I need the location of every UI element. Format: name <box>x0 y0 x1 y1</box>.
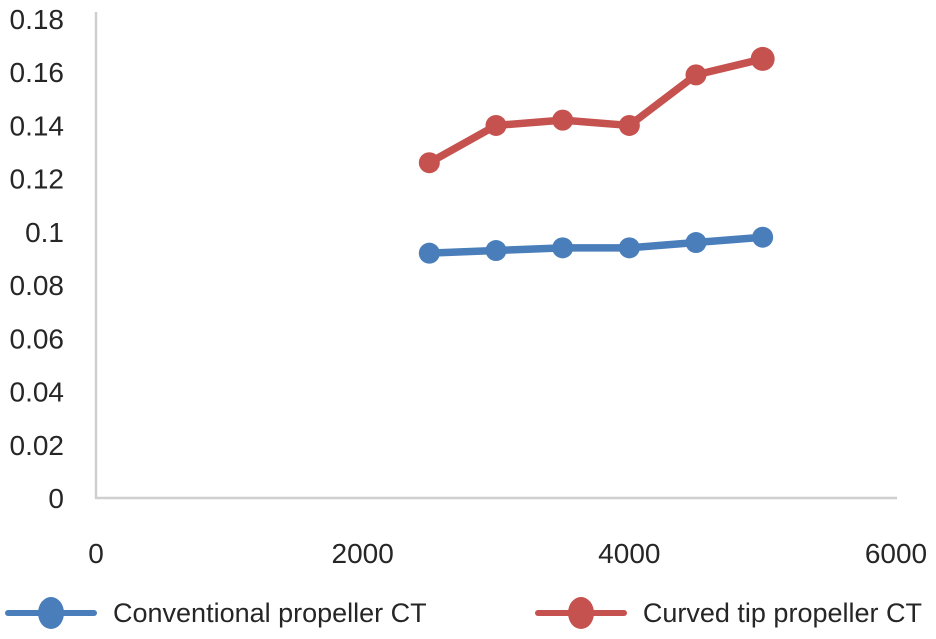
legend-item-curved-tip-propeller: Curved tip propeller CT <box>534 596 922 630</box>
data-point-conventional <box>485 240 507 262</box>
series-line-curved-tip <box>425 55 767 167</box>
y-axis-tick-label: 0.12 <box>10 164 65 195</box>
y-axis-tick-label: 0.06 <box>10 323 65 354</box>
chart-legend: Conventional propeller CT Curved tip pro… <box>0 589 936 637</box>
legend-marker-conventional-icon <box>5 596 97 630</box>
y-axis-tick-label: 0.18 <box>10 4 65 35</box>
y-axis-tick-label: 0 <box>48 483 64 514</box>
data-point-curved-tip <box>685 64 707 86</box>
y-axis-tick-label: 0.1 <box>25 217 64 248</box>
data-point-curved-tip <box>485 114 507 136</box>
data-point-conventional <box>618 237 640 259</box>
data-point-curved-tip <box>418 152 440 174</box>
data-point-conventional <box>552 237 574 259</box>
legend-dot-swatch <box>567 597 594 629</box>
x-axis-tick-label: 4000 <box>598 538 660 569</box>
legend-dot-swatch <box>38 597 64 629</box>
y-axis-tick-label: 0.14 <box>10 110 65 141</box>
x-axis-tick-label: 2000 <box>332 538 394 569</box>
data-point-curved-tip <box>750 46 775 71</box>
x-axis-tick-label: 6000 <box>865 538 927 569</box>
data-point-conventional <box>418 242 440 264</box>
legend-label-conventional: Conventional propeller CT <box>113 597 427 628</box>
series-line-conventional <box>425 233 767 257</box>
data-point-curved-tip <box>618 114 640 136</box>
data-point-conventional <box>752 226 774 248</box>
legend-label-curved-tip: Curved tip propeller CT <box>642 597 922 628</box>
y-axis-tick-label: 0.02 <box>10 430 65 461</box>
data-point-curved-tip <box>552 109 574 131</box>
y-axis-tick-label: 0.04 <box>10 377 65 408</box>
y-axis-tick-label: 0.16 <box>10 57 65 88</box>
data-point-conventional <box>685 232 707 254</box>
y-axis-tick-label: 0.08 <box>10 270 65 301</box>
legend-item-conventional-propeller: Conventional propeller CT <box>5 596 427 630</box>
legend-marker-curved-tip-icon <box>534 596 627 630</box>
x-axis-tick-label: 0 <box>88 538 104 569</box>
line-chart-plot-area: 0 0.02 0.04 0.06 0.08 0.1 0.12 0.14 0.16 0.18 0 200… <box>10 4 928 569</box>
